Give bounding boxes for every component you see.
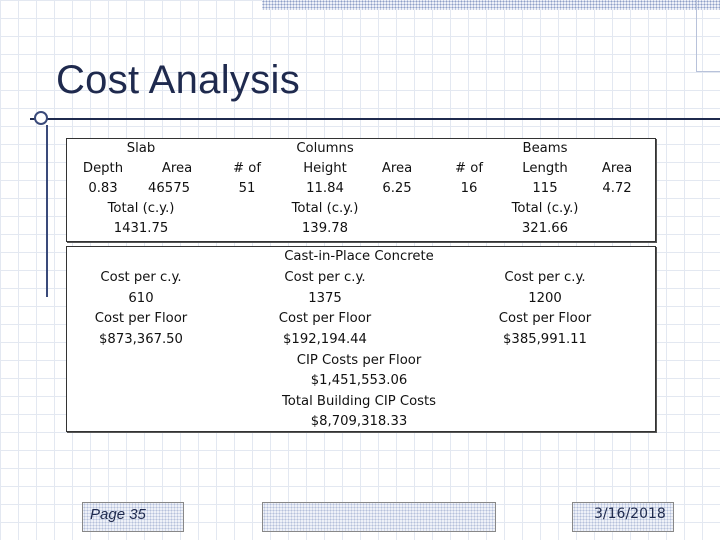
beams-cost-floor-value: $385,991.11 [503,332,587,347]
slab-area-label: Area [161,161,193,176]
beams-count-label: # of [455,161,483,176]
corner-rule-vertical [696,0,697,72]
beams-heading: Beams [522,141,568,156]
slab-cost-floor-value: $873,367.50 [99,332,183,347]
cip-floor-label: CIP Costs per Floor [296,353,422,368]
page-number-box [82,502,184,532]
columns-heading: Columns [296,141,354,156]
top-decoration-bar [262,0,720,10]
columns-cost-cy-value: 1375 [308,291,342,306]
columns-area-value: 6.25 [382,181,412,196]
columns-height-value: 11.84 [306,181,344,196]
slide-title: Cost Analysis [56,58,300,102]
slab-cost-cy-value: 610 [128,291,154,306]
costs-table: Cast-in-Place Concrete Cost per c.y. 610… [66,246,656,432]
slab-heading: Slab [126,141,156,156]
beams-cost-floor-label: Cost per Floor [498,311,592,326]
beams-length-value: 115 [532,181,558,196]
ring-ornament [34,111,48,125]
slab-area-value: 46575 [148,181,190,196]
footer-center-box [262,502,496,532]
slab-cost-cy-label: Cost per c.y. [100,270,182,285]
slab-cost-floor-label: Cost per Floor [94,311,188,326]
beams-total-value: 321.66 [521,221,569,236]
columns-height-label: Height [303,161,347,176]
columns-total-label: Total (c.y.) [291,201,359,216]
title-underline [30,118,720,120]
beams-area-value: 4.72 [602,181,632,196]
cip-heading: Cast-in-Place Concrete [284,249,434,264]
ring-stem-line [46,125,48,297]
footer-date: 3/16/2018 [594,506,666,522]
slab-depth-label: Depth [82,161,124,176]
columns-cost-floor-label: Cost per Floor [278,311,372,326]
columns-count-label: # of [233,161,261,176]
building-cip-label: Total Building CIP Costs [281,394,437,409]
slab-total-label: Total (c.y.) [107,201,175,216]
beams-length-label: Length [522,161,568,176]
columns-area-label: Area [381,161,413,176]
date-box [572,502,674,532]
building-cip-value: $8,709,318.33 [310,414,408,429]
beams-cost-cy-value: 1200 [528,291,562,306]
beams-cost-cy-label: Cost per c.y. [504,270,586,285]
slab-depth-value: 0.83 [88,181,118,196]
page-number: Page 35 [90,506,146,523]
beams-total-label: Total (c.y.) [511,201,579,216]
slab-total-value: 1431.75 [113,221,169,236]
quantities-table: Slab Depth Area 0.83 46575 Total (c.y.) … [66,138,656,242]
columns-cost-cy-label: Cost per c.y. [284,270,366,285]
cip-floor-value: $1,451,553.06 [310,373,408,388]
corner-rule-horizontal [696,71,720,72]
beams-count-value: 16 [460,181,478,196]
columns-cost-floor-value: $192,194.44 [283,332,367,347]
columns-count-value: 51 [238,181,256,196]
columns-total-value: 139.78 [301,221,349,236]
beams-area-label: Area [601,161,633,176]
